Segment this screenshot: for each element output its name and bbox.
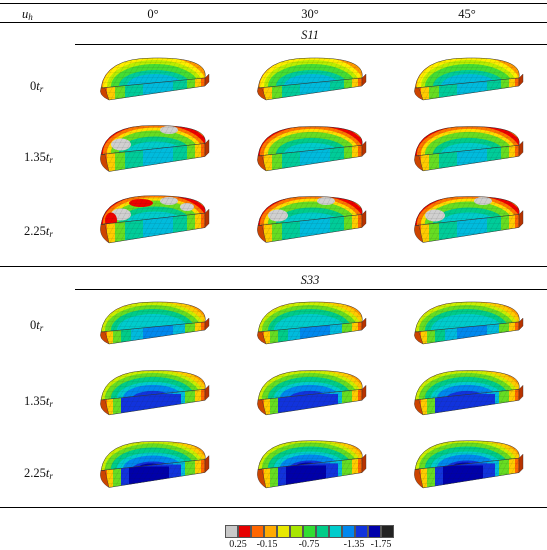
- contour-figure: [100, 57, 210, 101]
- colorbar-label: 0.25: [229, 539, 247, 550]
- colorbar-swatch: [225, 525, 238, 538]
- colorbar-swatch: [290, 525, 303, 538]
- colorbar-swatch: [264, 525, 277, 538]
- contour-figure: [414, 196, 524, 243]
- s33-contour-plot: [248, 296, 372, 362]
- row-label: 0tr: [30, 318, 44, 333]
- contour-figure: [257, 301, 367, 345]
- colorbar-swatch: [251, 525, 264, 538]
- s11-contour-plot: [248, 122, 372, 188]
- s33-contour-plot: [248, 438, 372, 504]
- s33-contour-plot: [405, 296, 529, 362]
- section-separator-rule: [0, 266, 547, 267]
- contour-figure: [414, 126, 524, 172]
- s11-contour-plot: [91, 52, 215, 118]
- contour-figure: [257, 57, 367, 101]
- header-col-30: 30°: [301, 7, 319, 21]
- header-uh: uh: [22, 7, 33, 22]
- contour-figure: [257, 370, 367, 416]
- s33-contour-plot: [91, 296, 215, 362]
- s33-contour-plot: [405, 366, 529, 432]
- contour-figure: [257, 440, 367, 489]
- contour-figure: [100, 195, 210, 244]
- colorbar-label: -1.35: [343, 539, 365, 550]
- contour-figure: [414, 440, 524, 489]
- bottom-rule: [0, 507, 547, 508]
- colorbar-swatch: [329, 525, 342, 538]
- colorbar-label: -0.15: [256, 539, 278, 550]
- header-rule: [0, 22, 547, 23]
- contour-figure: [414, 301, 524, 345]
- top-rule: [0, 3, 547, 4]
- s11-contour-plot: [248, 52, 372, 118]
- header-col-45: 45°: [458, 7, 476, 21]
- colorbar-swatch: [368, 525, 381, 538]
- colorbar-swatch: [355, 525, 368, 538]
- s11-contour-plot: [405, 52, 529, 118]
- colorbar-swatch: [342, 525, 355, 538]
- s33-contour-plot: [91, 438, 215, 504]
- s11-rule: [75, 44, 547, 45]
- s33-contour-plot: [248, 366, 372, 432]
- colorbar-swatch: [277, 525, 290, 538]
- s11-contour-plot: [405, 193, 529, 259]
- colorbar-swatch: [238, 525, 251, 538]
- contour-figure: [414, 57, 524, 101]
- contour-figure: [100, 441, 210, 488]
- contour-figure: [257, 126, 367, 172]
- s11-contour-plot: [405, 122, 529, 188]
- s11-contour-plot: [91, 122, 215, 188]
- section-label-s33: S33: [300, 273, 320, 287]
- s33-rule: [75, 289, 547, 290]
- section-label-s11: S11: [301, 28, 319, 42]
- contour-figure: [257, 196, 367, 243]
- colorbar-swatch: [316, 525, 329, 538]
- contour-figure: [414, 370, 524, 416]
- s33-contour-plot: [405, 438, 529, 504]
- s33-contour-plot: [91, 366, 215, 432]
- row-label: 0tr: [30, 79, 44, 94]
- row-label: 1.35tr: [24, 150, 53, 165]
- s11-contour-plot: [91, 193, 215, 259]
- contour-figure: [100, 125, 210, 172]
- colorbar-label: -1.75: [370, 539, 392, 550]
- header-col-0: 0°: [147, 7, 159, 21]
- colorbar-swatch: [303, 525, 316, 538]
- colorbar-swatch: [381, 525, 394, 538]
- colorbar-label: -0.75: [298, 539, 320, 550]
- row-label: 1.35tr: [24, 394, 53, 409]
- contour-figure: [100, 301, 210, 345]
- row-label: 2.25tr: [24, 224, 53, 239]
- contour-figure: [100, 370, 210, 416]
- row-label: 2.25tr: [24, 466, 53, 481]
- s11-contour-plot: [248, 193, 372, 259]
